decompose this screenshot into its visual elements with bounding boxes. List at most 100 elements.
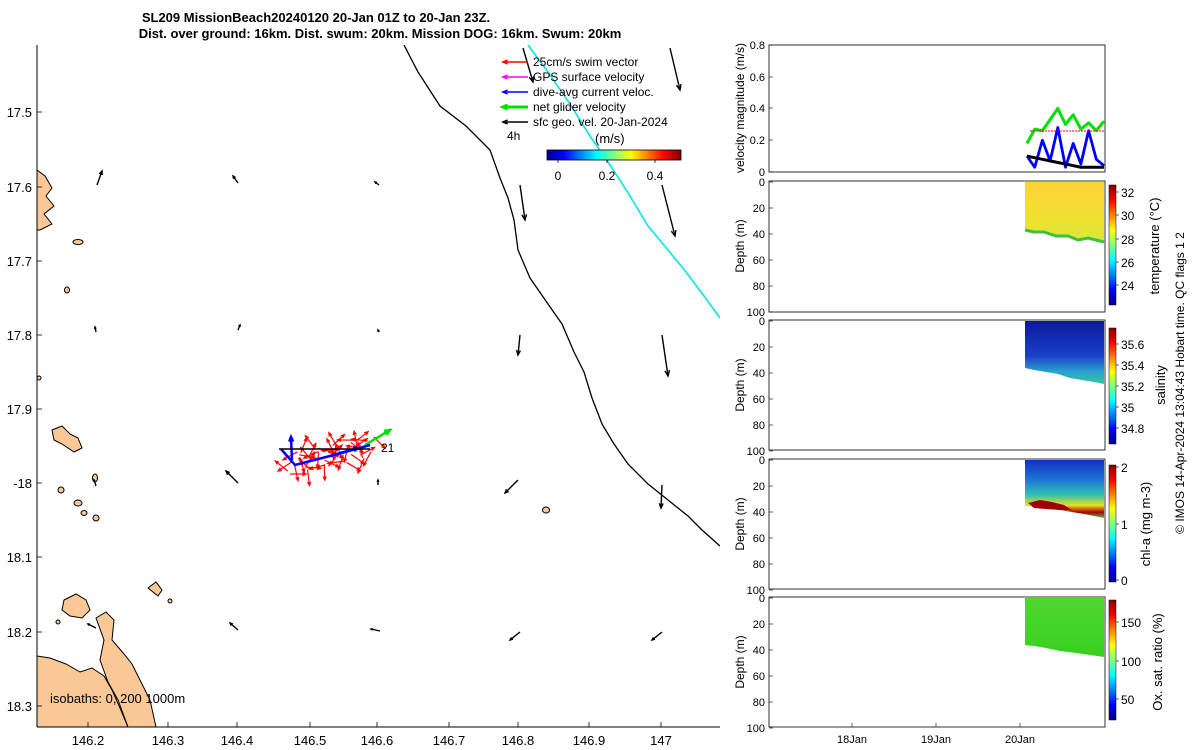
swim-vector	[305, 450, 316, 467]
geostrophic-arrow	[224, 469, 239, 484]
colorbar-tick-label: 30	[1121, 209, 1135, 223]
chla-max-layer	[1028, 500, 1072, 510]
geostrophic-arrow	[658, 484, 664, 510]
depth-tick-label: 80	[753, 697, 765, 709]
speed-colorbar	[546, 149, 682, 161]
geostrophic-arrows	[86, 47, 682, 642]
map-x-tick-label: 146.4	[221, 733, 254, 748]
date-tick-label: 20Jan	[1005, 734, 1035, 746]
colorbar-tick-label: 50	[1121, 693, 1135, 707]
legend-label: net glider velocity	[533, 100, 626, 114]
map-x-tick-label: 146.6	[361, 733, 394, 748]
swim-vector	[362, 451, 372, 468]
legend-label: sfc geo. vel. 20-Jan-2024	[533, 115, 668, 129]
depth-tick-label: 40	[753, 507, 765, 519]
geostrophic-arrow	[369, 627, 381, 632]
swim-vector	[350, 437, 368, 442]
oxygen-cb-label: Ox. sat. ratio (%)	[1150, 613, 1165, 711]
map-x-tick-label: 146.8	[502, 733, 535, 748]
speed-cb-tick-label: 0	[555, 169, 562, 183]
swim-vector	[308, 464, 326, 471]
oxygen-section	[1025, 598, 1104, 657]
map-y-tick-label: 17.5	[7, 105, 32, 120]
depth-tick-label: 0	[759, 177, 765, 189]
depth-tick-label: 60	[753, 533, 765, 545]
swim-vector	[281, 451, 298, 461]
island-k	[542, 506, 550, 514]
island-n	[55, 619, 61, 625]
depth-tick-label: 60	[753, 255, 765, 267]
legend-arrow	[500, 74, 528, 80]
coastline-south	[37, 655, 129, 727]
colorbar-tick-label: 35.4	[1121, 359, 1145, 373]
speed-colorbar-ticks: 0 0.2 0.4	[555, 160, 664, 183]
map-y-tick-label: 17.9	[7, 402, 32, 417]
map-x-tick-label: 147	[650, 733, 672, 748]
map-x-tick-label: 146.3	[152, 733, 185, 748]
velocity-panel-frame	[768, 44, 1106, 173]
island-l	[37, 375, 42, 381]
colorbar-tick-label: 1	[1121, 518, 1128, 532]
colorbar-tick-label: 2	[1121, 461, 1128, 475]
geostrophic-arrow	[503, 479, 519, 495]
map-x-tick-label: 146.9	[573, 733, 606, 748]
chla-cb-label: chl-a (mg m-3)	[1138, 482, 1153, 567]
island-a	[51, 425, 83, 453]
depth-tick-label: 100	[747, 585, 765, 597]
island-m	[167, 598, 173, 604]
temperature-section-bottom	[1024, 228, 1105, 244]
swim-vector	[357, 458, 365, 475]
velocity-series-line	[1025, 107, 1106, 145]
depth-tick-label: 20	[753, 481, 765, 493]
colorbar-tick-label: 0	[1121, 574, 1128, 588]
title-line-2: Dist. over ground: 16km. Dist. swum: 20k…	[139, 26, 622, 41]
geostrophic-arrow	[661, 334, 671, 378]
temperature-ylabel: Depth (m)	[733, 219, 747, 272]
swim-vector	[290, 471, 308, 477]
island-b	[61, 593, 91, 619]
legend-arrow	[499, 103, 528, 111]
colorbar-tick-label: 35.6	[1121, 338, 1145, 352]
chla-ylabel: Depth (m)	[733, 497, 747, 550]
credit-line: © IMOS 14-Apr-2024 13:04:43 Hobart time.…	[1173, 232, 1187, 534]
swim-vector	[326, 437, 335, 454]
depth-tick-label: 80	[753, 281, 765, 293]
swim-vector	[294, 464, 300, 483]
colorbar-tick-label: 32	[1121, 186, 1135, 200]
depth-tick-label: 40	[753, 645, 765, 657]
isobaths-label: isobaths: 0, 200 1000m	[50, 691, 185, 706]
panel-axis-ticks: 00.20.40.60.8020406080100020406080100020…	[747, 40, 1035, 746]
island-h	[80, 510, 88, 516]
swim-vector	[360, 446, 376, 456]
map-panel: 146.2 146.3 146.4 146.5 146.6 146.7 146.8 146.9…	[7, 45, 720, 748]
velocity-series	[1025, 107, 1106, 169]
geostrophic-arrow	[661, 184, 677, 238]
speed-cb-tick-label: 0.2	[599, 169, 616, 183]
velocity-tick-label: 0	[759, 167, 765, 179]
velocity-tick-label: 0.4	[750, 103, 765, 115]
temperature-section	[1025, 182, 1104, 242]
swim-vector	[276, 461, 292, 472]
depth-tick-label: 0	[759, 316, 765, 328]
coastline-north	[37, 169, 55, 231]
geostrophic-arrow	[519, 184, 528, 222]
swim-vector	[352, 429, 358, 448]
velocity-series-line	[1026, 154, 1104, 169]
speed-cb-tick-label: 0.4	[647, 169, 664, 183]
swim-vector	[306, 469, 312, 488]
depth-tick-label: 0	[759, 455, 765, 467]
geostrophic-arrow	[669, 47, 682, 92]
map-y-tick-label: 17.6	[7, 180, 32, 195]
depth-tick-label: 40	[753, 229, 765, 241]
velocity-tick-label: 0.8	[750, 40, 765, 52]
island-i	[92, 514, 100, 522]
colorbar-tick-label: 26	[1121, 256, 1135, 270]
map-x-ticks: 146.2 146.3 146.4 146.5 146.6 146.7 146.8 146.9…	[72, 722, 672, 748]
legend-label: dive-avg current veloc.	[533, 85, 654, 99]
depth-tick-label: 20	[753, 342, 765, 354]
depth-tick-label: 80	[753, 420, 765, 432]
depth-tick-label: 60	[753, 394, 765, 406]
swim-vector	[302, 451, 319, 459]
